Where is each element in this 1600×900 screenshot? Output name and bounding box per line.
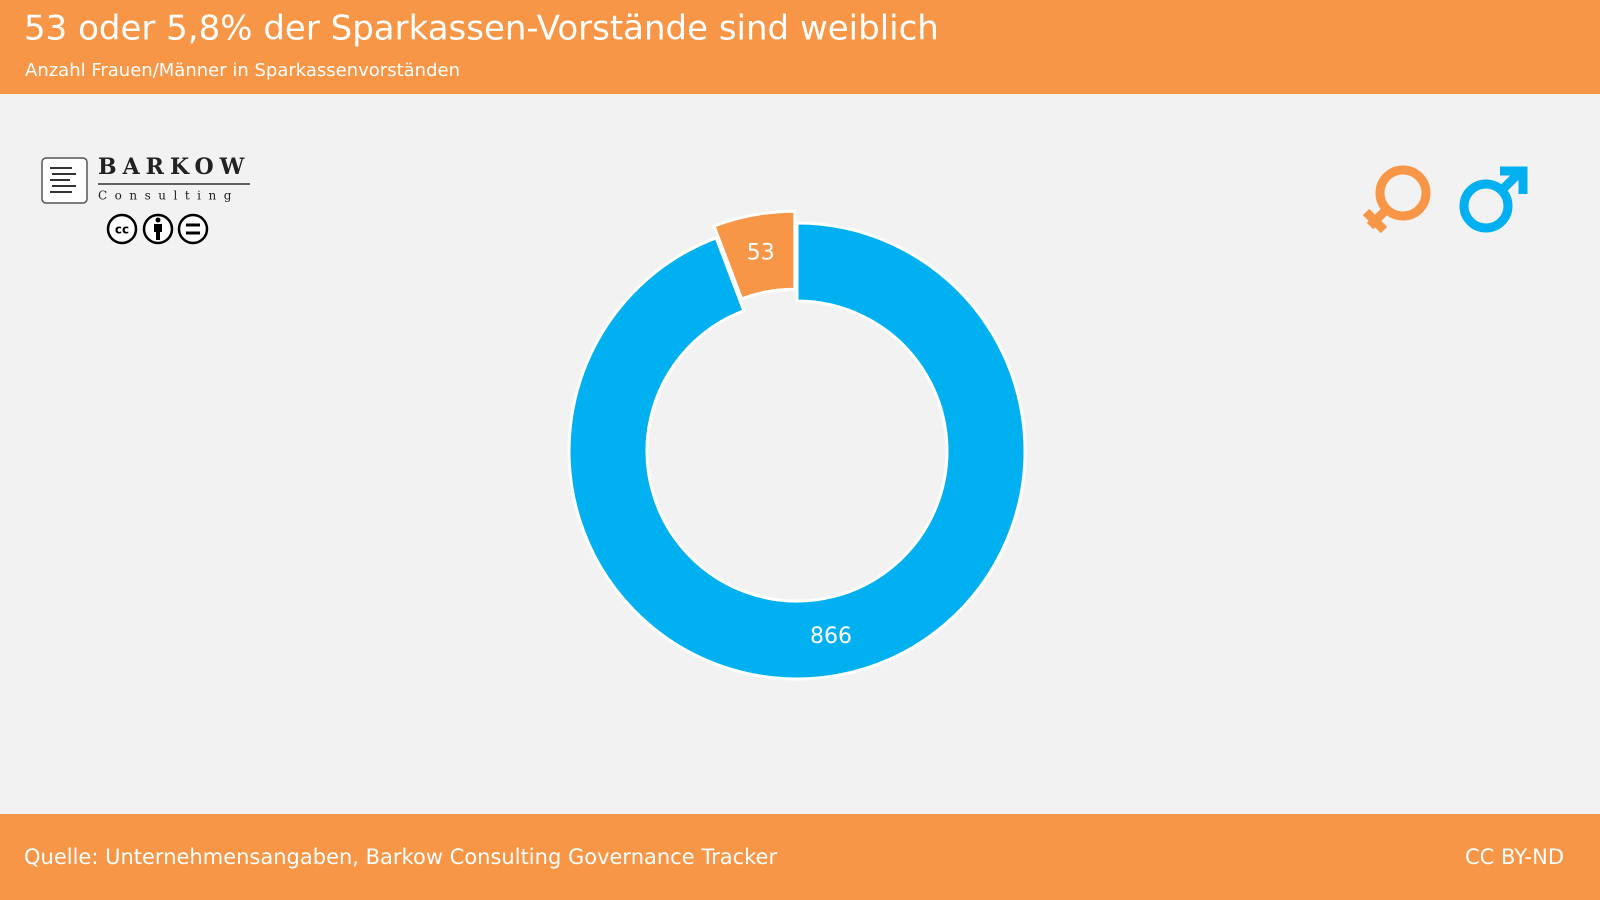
donut-slice — [567, 221, 1027, 681]
donut-slice — [712, 209, 797, 301]
by-head — [155, 217, 161, 223]
data-label: 866 — [810, 624, 852, 649]
data-label: 53 — [747, 240, 775, 265]
by-glyph — [154, 224, 162, 240]
license: CC BY-ND — [1465, 845, 1564, 869]
source: Quelle: Unternehmensangaben, Barkow Cons… — [24, 845, 777, 869]
footer — [0, 814, 1600, 900]
logo-tagline: Consulting — [98, 189, 239, 203]
nd-glyph — [186, 223, 200, 235]
female-symbol — [1362, 165, 1431, 234]
male-symbol — [1459, 166, 1528, 233]
cc-icons — [106, 213, 209, 245]
chart-subtitle: Anzahl Frauen/Männer in Sparkassenvorstä… — [25, 60, 460, 81]
header — [0, 0, 1600, 94]
chart-title: 53 oder 5,8% der Sparkassen-Vorstände si… — [24, 9, 939, 49]
logo: BARKOW Consulting cc — [41, 154, 250, 245]
logo-lines — [50, 167, 76, 193]
logo-name: BARKOW — [98, 154, 250, 180]
cc-glyph: cc — [115, 223, 129, 237]
